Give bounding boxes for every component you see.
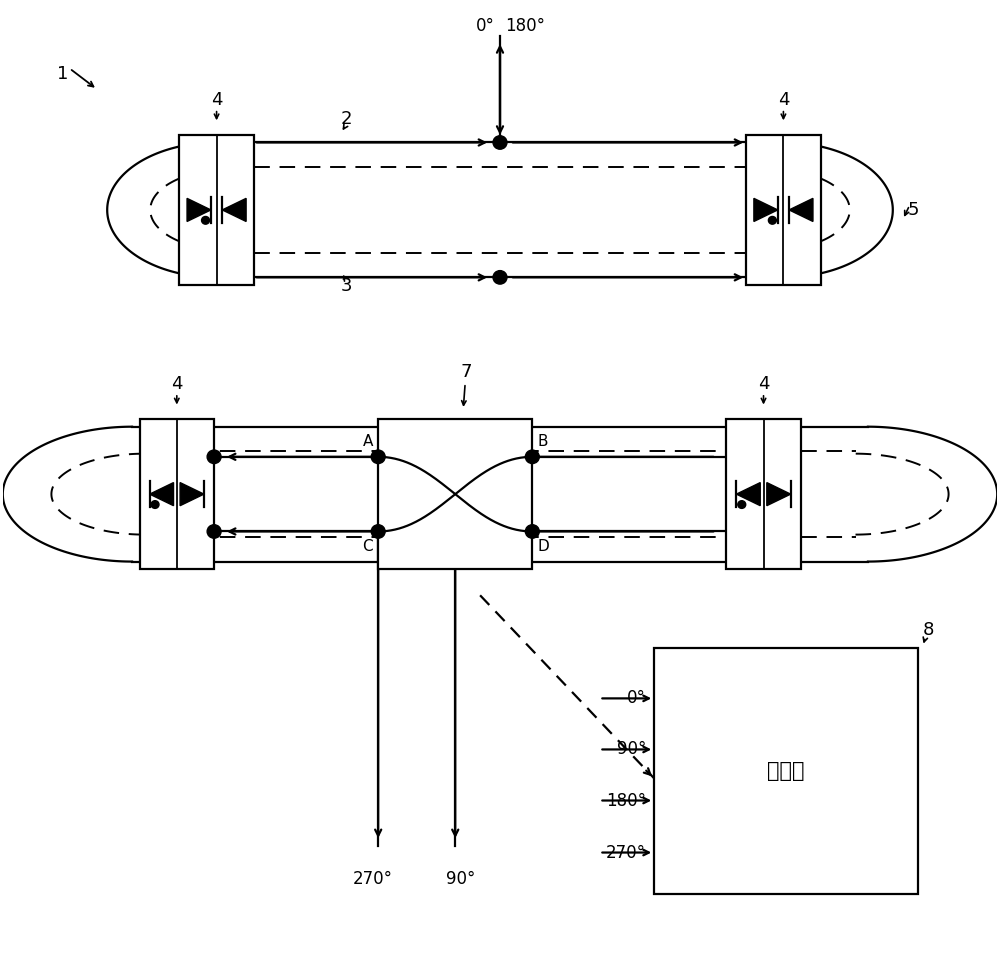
- Polygon shape: [187, 199, 211, 222]
- Bar: [726, 420, 801, 569]
- Text: 180°: 180°: [606, 792, 646, 809]
- Text: 0°: 0°: [627, 689, 646, 707]
- Text: 90°: 90°: [446, 870, 475, 888]
- Text: 4: 4: [171, 375, 183, 393]
- Circle shape: [371, 450, 385, 463]
- Bar: [140, 420, 214, 569]
- Text: D: D: [537, 539, 549, 554]
- Polygon shape: [767, 483, 791, 506]
- Text: B: B: [537, 434, 548, 449]
- Text: 采样器: 采样器: [767, 761, 805, 781]
- Text: 4: 4: [778, 91, 789, 109]
- Circle shape: [525, 450, 539, 463]
- Polygon shape: [150, 483, 174, 506]
- Polygon shape: [789, 199, 813, 222]
- Text: 270°: 270°: [353, 870, 393, 888]
- Text: A: A: [363, 434, 373, 449]
- Circle shape: [202, 216, 210, 224]
- Polygon shape: [222, 199, 246, 222]
- Polygon shape: [754, 199, 778, 222]
- Text: 180°: 180°: [505, 16, 545, 35]
- Polygon shape: [736, 483, 760, 506]
- Text: 2: 2: [341, 110, 352, 128]
- Circle shape: [493, 270, 507, 284]
- Text: 4: 4: [211, 91, 222, 109]
- Text: 4: 4: [758, 375, 769, 393]
- Bar: [654, 648, 918, 894]
- Circle shape: [525, 525, 539, 538]
- Circle shape: [738, 501, 746, 509]
- Text: 270°: 270°: [606, 844, 646, 861]
- Bar: [179, 136, 254, 285]
- Text: C: C: [363, 539, 373, 554]
- Bar: [746, 136, 821, 285]
- Circle shape: [207, 450, 221, 463]
- Circle shape: [371, 525, 385, 538]
- Polygon shape: [180, 483, 204, 506]
- Circle shape: [151, 501, 159, 509]
- Circle shape: [493, 136, 507, 149]
- Text: 3: 3: [341, 277, 352, 296]
- Circle shape: [768, 216, 776, 224]
- Text: 0°: 0°: [476, 16, 495, 35]
- Text: 1: 1: [57, 65, 69, 83]
- Text: 90°: 90°: [617, 740, 646, 759]
- Bar: [378, 420, 532, 569]
- Text: 8: 8: [923, 621, 934, 639]
- Circle shape: [207, 525, 221, 538]
- Text: 5: 5: [908, 201, 919, 219]
- Text: 7: 7: [460, 363, 472, 381]
